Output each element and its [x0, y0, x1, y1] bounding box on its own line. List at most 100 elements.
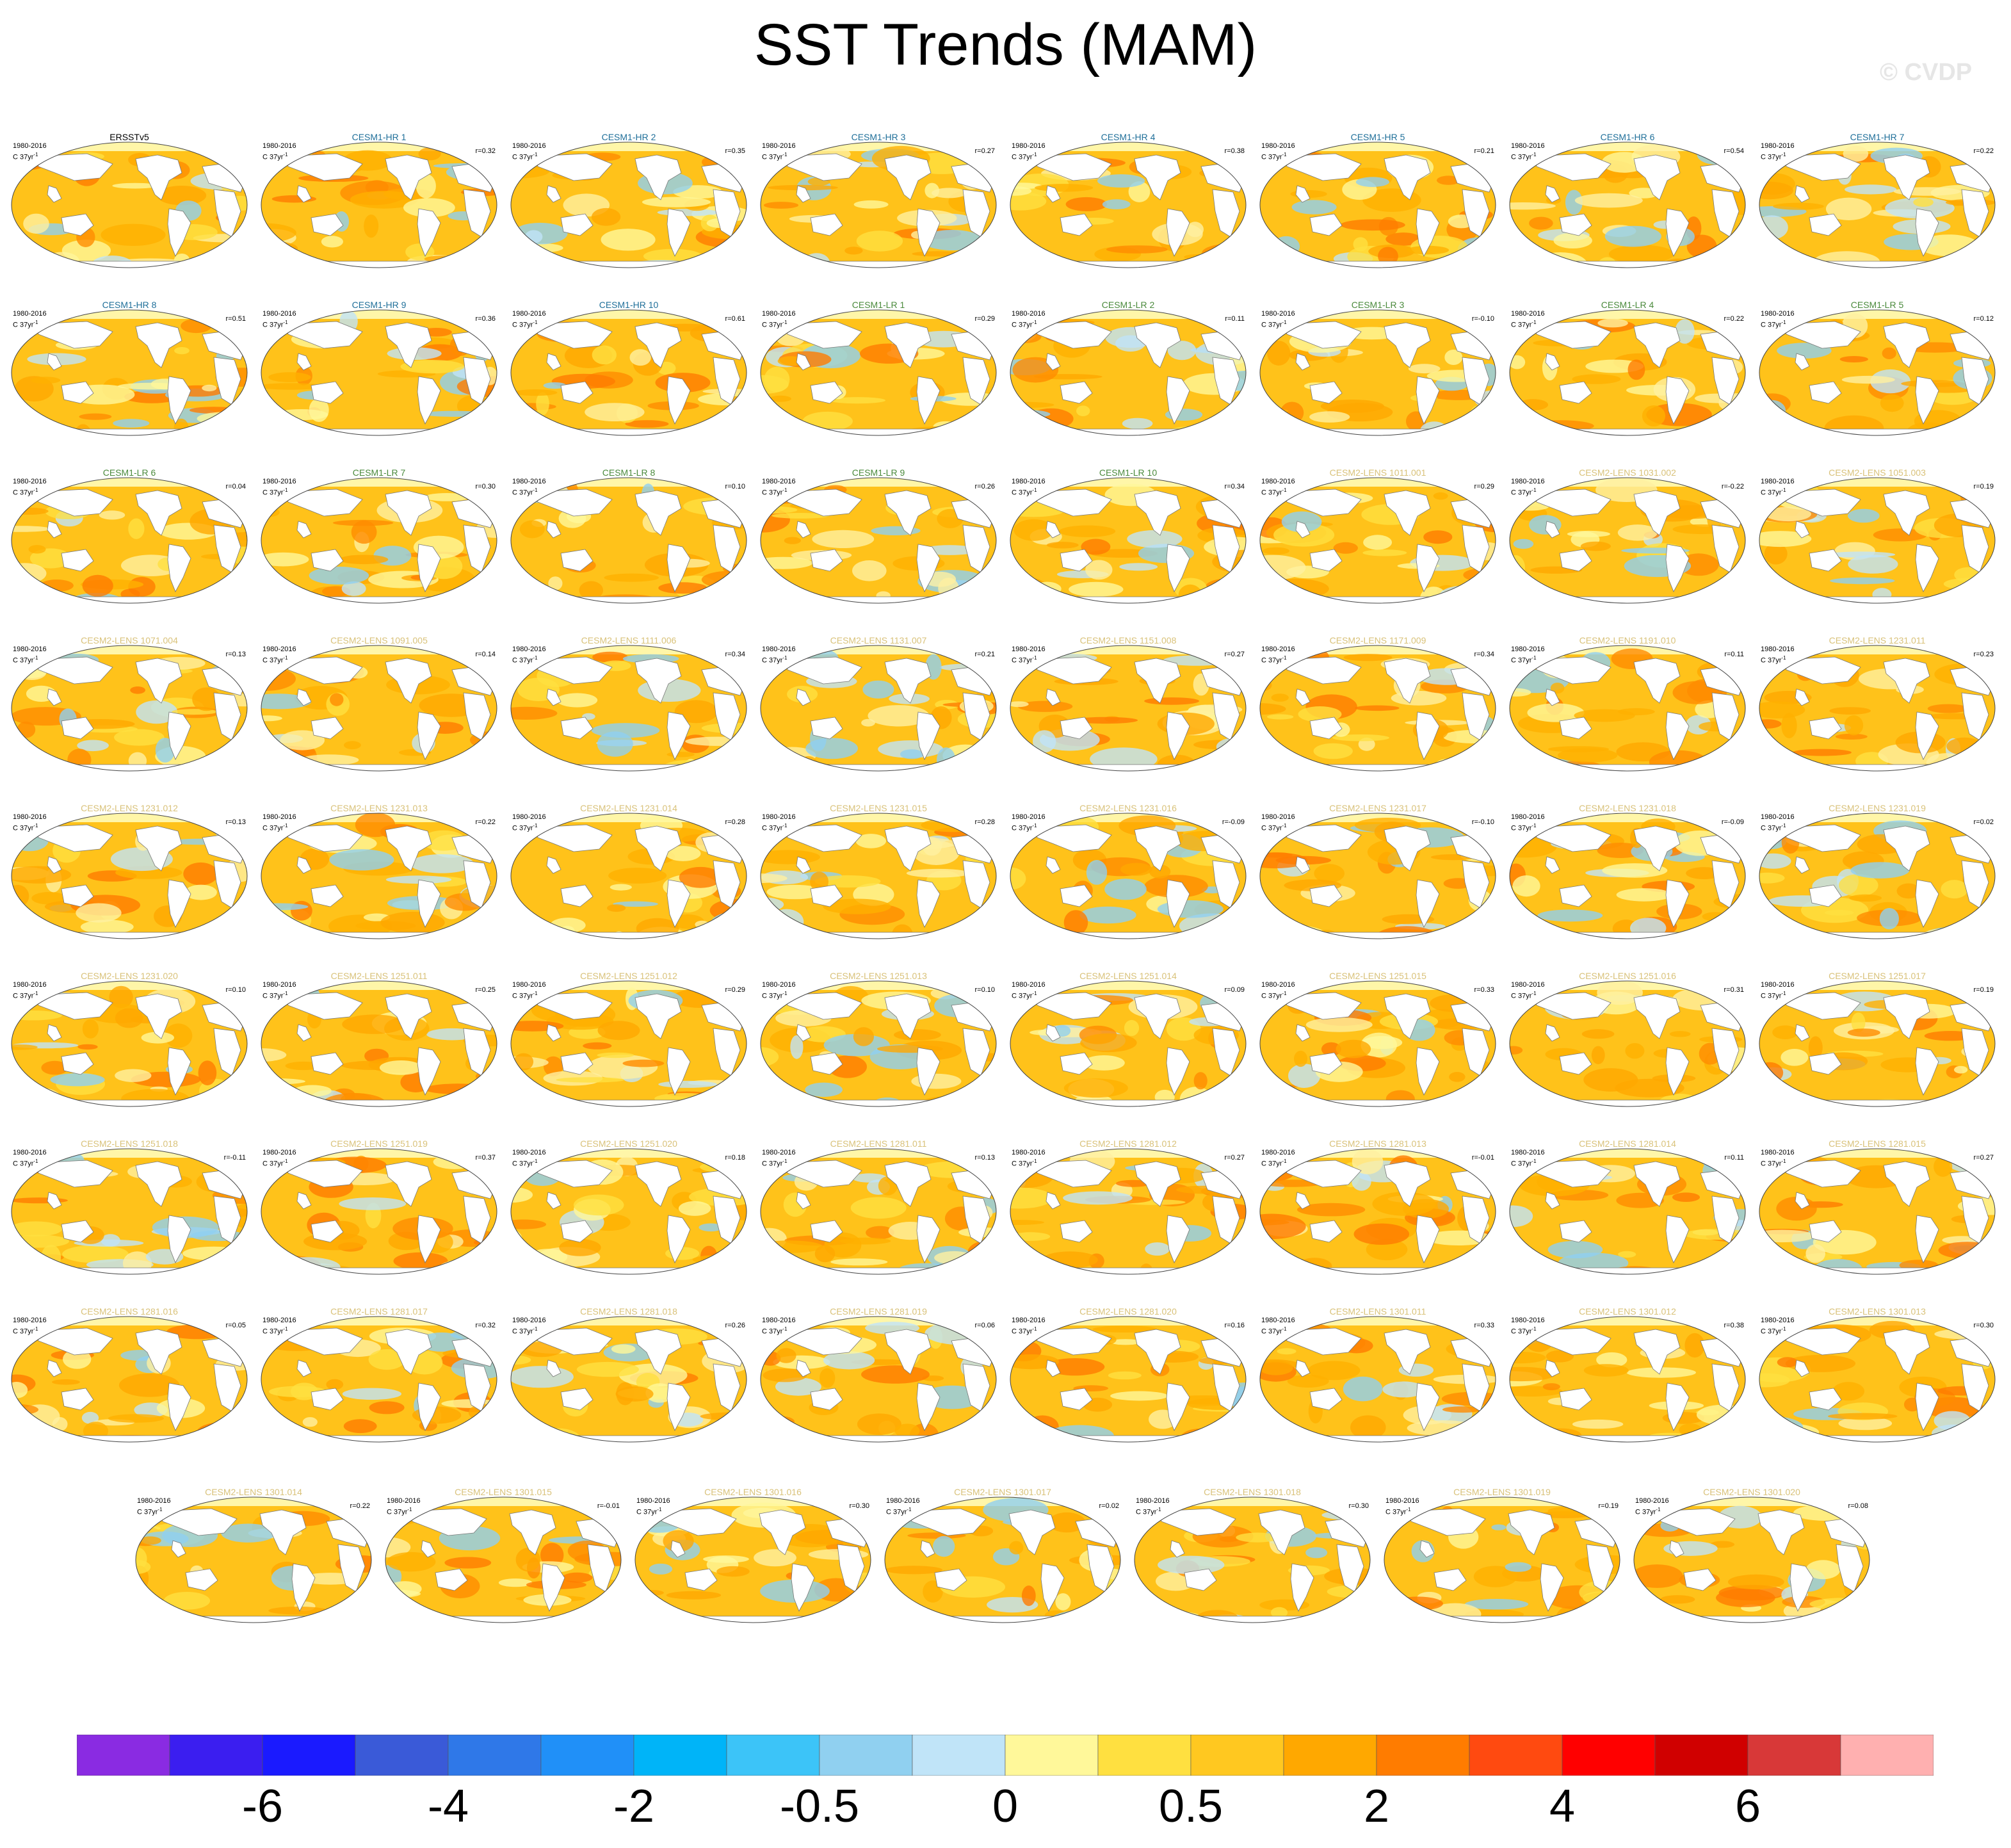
units-text: C 37yr: [1261, 824, 1282, 832]
pattern-correlation: r=0.34: [1474, 651, 1495, 658]
map-panel: CESM1-LR 1 1980-2016 C 37yr-1 r=0.29: [759, 300, 997, 466]
map-panel: CESM2-LENS 1231.011 1980-2016 C 37yr-1 r=0.…: [1758, 635, 1996, 802]
sst-trend-map: [1384, 1496, 1620, 1623]
units-text: C 37yr: [1012, 321, 1033, 329]
units-exponent: -1: [157, 1507, 163, 1512]
sst-trend-map: [11, 645, 248, 772]
units-text: C 37yr: [1511, 321, 1532, 329]
panel-period: 1980-2016: [1012, 1149, 1046, 1156]
map-panel: CESM2-LENS 1071.004 1980-2016 C 37yr-1 r=0.…: [10, 635, 248, 802]
panel-period: 1980-2016: [1261, 310, 1295, 318]
sst-trend-map: [1259, 1316, 1496, 1443]
panel-title: CESM2-LENS 1301.018: [1204, 1487, 1301, 1497]
panel-title: CESM2-LENS 1231.011: [1829, 635, 1926, 645]
panel-units: C 37yr-1: [762, 486, 787, 498]
panel-title: CESM1-LR 10: [1099, 467, 1158, 478]
pattern-correlation: r=0.21: [974, 651, 996, 658]
units-text: C 37yr: [1012, 1160, 1033, 1168]
panel-period: 1980-2016: [1012, 1317, 1046, 1324]
sst-trend-map: [884, 1496, 1121, 1623]
panel-units: C 37yr-1: [262, 989, 288, 1001]
units-text: C 37yr: [1012, 992, 1033, 1000]
panel-period: 1980-2016: [262, 478, 296, 485]
units-text: C 37yr: [1012, 153, 1033, 161]
units-exponent: -1: [782, 655, 787, 661]
map-panel: CESM2-LENS 1231.018 1980-2016 C 37yr-1 r=-0…: [1508, 803, 1747, 969]
panel-units: C 37yr-1: [512, 1157, 538, 1169]
panel-title: CESM2-LENS 1251.014: [1079, 971, 1177, 981]
panel-title: CESM2-LENS 1251.015: [1329, 971, 1426, 981]
pattern-correlation: r=0.28: [974, 818, 996, 826]
map-panel: CESM2-LENS 1301.017 1980-2016 C 37yr-1 r=0.…: [884, 1487, 1122, 1653]
panel-title: CESM1-LR 7: [352, 467, 406, 478]
units-text: C 37yr: [512, 1327, 533, 1336]
units-text: C 37yr: [1261, 153, 1282, 161]
map-panel: CESM2-LENS 1301.015 1980-2016 C 37yr-1 r=-0…: [384, 1487, 622, 1653]
pattern-correlation: r=0.33: [1474, 1322, 1495, 1329]
panel-units: C 37yr-1: [1511, 1325, 1537, 1336]
panel-units: C 37yr-1: [1012, 654, 1037, 665]
map-panel: CESM2-LENS 1231.015 1980-2016 C 37yr-1 r=0.…: [759, 803, 997, 969]
units-text: C 37yr: [1511, 656, 1532, 665]
panel-units: C 37yr-1: [762, 150, 787, 162]
panel-title: CESM2-LENS 1011.001: [1329, 467, 1426, 478]
map-panel: CESM2-LENS 1281.018 1980-2016 C 37yr-1 r=0.…: [510, 1306, 748, 1473]
sst-trend-map: [1010, 477, 1247, 604]
colorbar-tick-label: -6: [241, 1781, 284, 1832]
panel-units: C 37yr-1: [13, 989, 38, 1001]
panel-units: C 37yr-1: [13, 654, 38, 665]
units-text: C 37yr: [13, 1160, 34, 1168]
pattern-correlation: r=0.27: [1973, 1154, 1994, 1162]
sst-trend-map: [1509, 645, 1746, 772]
panel-units: C 37yr-1: [762, 654, 787, 665]
panel-title: CESM2-LENS 1251.016: [1579, 971, 1676, 981]
units-text: C 37yr: [1511, 489, 1532, 497]
sst-trend-map: [11, 1148, 248, 1275]
panel-units: C 37yr-1: [13, 822, 38, 833]
map-panel: CESM2-LENS 1281.020 1980-2016 C 37yr-1 r=0.…: [1009, 1306, 1247, 1473]
units-exponent: -1: [1282, 487, 1287, 493]
panel-title: CESM2-LENS 1281.017: [330, 1306, 428, 1317]
units-exponent: -1: [1032, 655, 1037, 661]
panel-title: CESM1-LR 4: [1601, 300, 1654, 310]
units-exponent: -1: [283, 1326, 288, 1332]
units-text: C 37yr: [1511, 1160, 1532, 1168]
units-text: C 37yr: [262, 656, 284, 665]
panel-period: 1980-2016: [1761, 645, 1795, 653]
pattern-correlation: r=0.26: [725, 1322, 746, 1329]
pattern-correlation: r=0.11: [1225, 315, 1245, 323]
panel-period: 1980-2016: [1261, 981, 1295, 989]
colorbar-tick-label: 0.5: [1158, 1781, 1224, 1832]
panel-period: 1980-2016: [1761, 981, 1795, 989]
panel-period: 1980-2016: [1761, 310, 1795, 318]
units-exponent: -1: [1282, 1326, 1287, 1332]
panel-period: 1980-2016: [1012, 981, 1046, 989]
sst-trend-map: [261, 1316, 497, 1443]
units-exponent: -1: [533, 823, 538, 829]
panel-units: C 37yr-1: [1635, 1505, 1661, 1517]
map-panel: CESM2-LENS 1231.020 1980-2016 C 37yr-1 r=0.…: [10, 971, 248, 1137]
sst-trend-map: [510, 309, 747, 436]
panel-units: C 37yr-1: [13, 486, 38, 498]
pattern-correlation: r=0.10: [974, 986, 996, 994]
pattern-correlation: r=0.54: [1724, 147, 1745, 155]
panel-units: C 37yr-1: [1012, 1325, 1037, 1336]
map-panel: CESM1-HR 4 1980-2016 C 37yr-1 r=0.38: [1009, 132, 1247, 298]
sst-trend-map: [760, 645, 997, 772]
pattern-correlation: r=0.33: [1474, 986, 1495, 994]
units-exponent: -1: [907, 1507, 912, 1512]
pattern-correlation: r=-0.09: [1721, 818, 1744, 826]
panel-period: 1980-2016: [762, 310, 796, 318]
map-panel: CESM2-LENS 1111.006 1980-2016 C 37yr-1 r=0.…: [510, 635, 748, 802]
units-text: C 37yr: [762, 153, 783, 161]
pattern-correlation: r=0.32: [475, 147, 496, 155]
map-panel: CESM2-LENS 1231.019 1980-2016 C 37yr-1 r=0.…: [1758, 803, 1996, 969]
pattern-correlation: r=0.22: [1973, 147, 1994, 155]
panel-period: 1980-2016: [1511, 1317, 1545, 1324]
units-text: C 37yr: [13, 656, 34, 665]
map-panel: CESM2-LENS 1301.016 1980-2016 C 37yr-1 r=0.…: [634, 1487, 872, 1653]
units-exponent: -1: [1032, 320, 1037, 325]
colorbar-tick-label: -4: [427, 1781, 469, 1832]
pattern-correlation: r=0.10: [225, 986, 246, 994]
panel-title: CESM2-LENS 1051.003: [1829, 467, 1926, 478]
